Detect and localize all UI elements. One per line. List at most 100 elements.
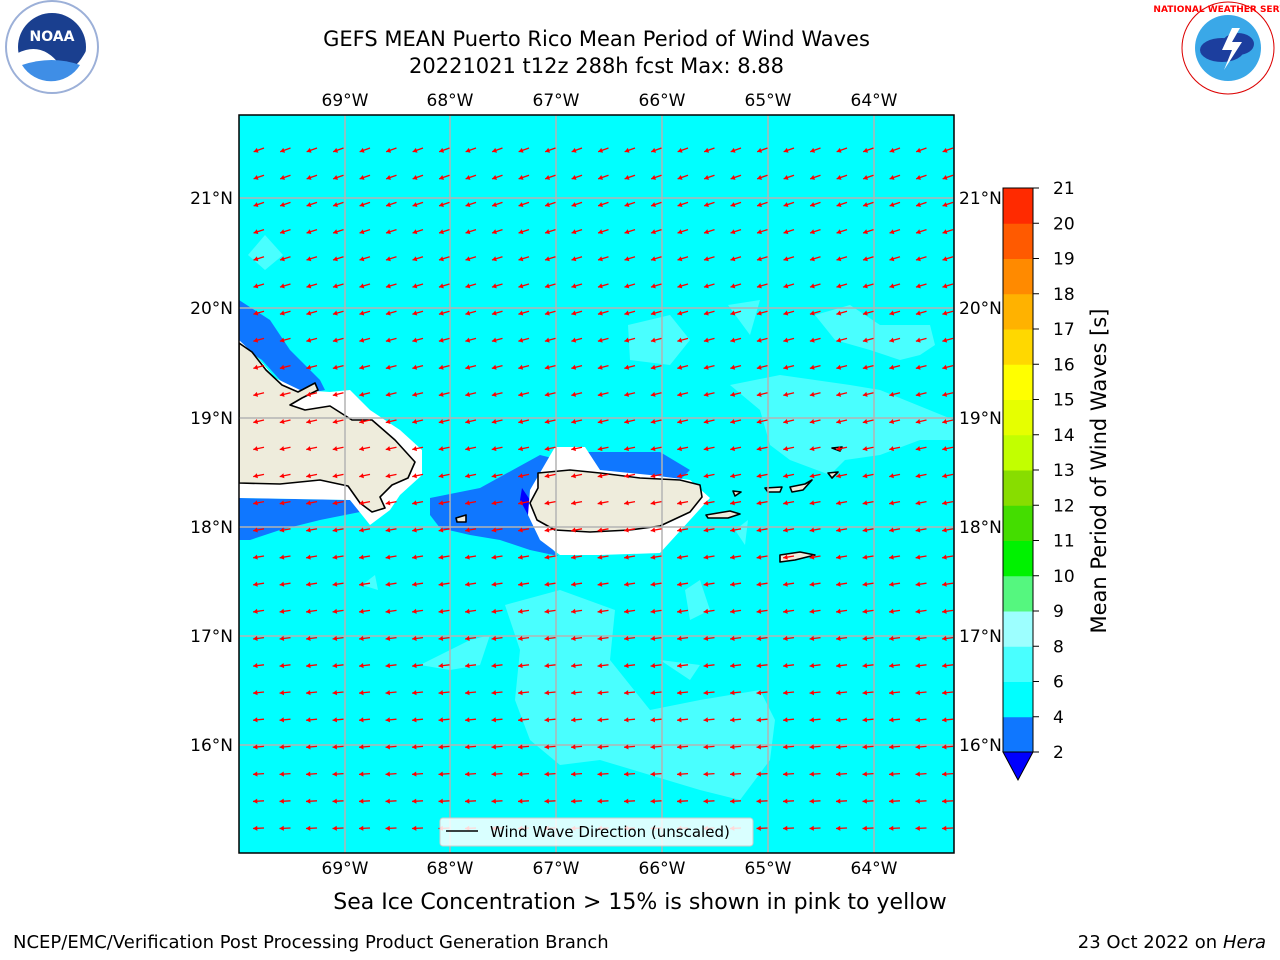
wind-wave-arrowhead xyxy=(942,500,947,506)
wind-wave-arrowhead xyxy=(359,663,364,669)
wind-wave-arrowhead xyxy=(253,771,258,777)
colorbar-tick-label: 8 xyxy=(1053,637,1064,657)
wind-wave-arrowhead xyxy=(597,418,603,425)
wind-wave-arrowhead xyxy=(650,717,656,723)
vieques xyxy=(705,510,741,519)
wind-wave-arrowhead xyxy=(942,581,947,587)
wind-wave-arrowhead xyxy=(279,554,285,560)
wind-wave-arrowhead xyxy=(518,364,524,370)
wind-wave-arrowhead xyxy=(862,581,868,587)
wind-wave-arrowhead xyxy=(809,554,815,560)
wind-wave-arrowhead xyxy=(810,229,815,235)
wind-wave-arrowhead xyxy=(677,310,683,316)
colorbar-segment xyxy=(1003,540,1033,577)
wind-wave-arrowhead xyxy=(332,256,338,262)
wind-wave-arrowhead xyxy=(916,229,921,235)
wind-wave-arrowhead xyxy=(597,364,603,370)
wind-wave-arrowhead xyxy=(915,500,921,506)
wind-wave-arrowhead xyxy=(598,202,603,207)
wind-wave-arrowhead xyxy=(333,229,338,235)
colorbar-tick-label: 9 xyxy=(1053,602,1064,622)
wind-wave-arrowhead xyxy=(889,418,895,425)
wind-wave-arrowhead xyxy=(677,798,682,804)
wind-wave-arrowhead xyxy=(624,527,629,533)
colorbar-segment xyxy=(1003,505,1033,541)
wind-wave-arrowhead xyxy=(916,202,921,207)
wind-wave-arrowhead xyxy=(438,310,444,316)
wind-wave-arrowhead xyxy=(438,527,444,533)
wind-wave-arrowhead xyxy=(332,690,338,696)
wind-wave-arrowhead xyxy=(889,717,894,723)
colorbar-tick-label: 17 xyxy=(1053,320,1075,340)
wind-wave-arrowhead xyxy=(757,174,763,180)
wind-wave-arrowhead xyxy=(385,364,391,370)
wind-wave-arrowhead xyxy=(253,473,258,479)
wind-wave-arrowhead xyxy=(465,364,471,370)
wind-wave-arrowhead xyxy=(704,147,710,153)
wind-wave-arrowhead xyxy=(571,256,577,262)
wind-wave-arrowhead xyxy=(359,771,364,777)
wind-wave-arrowhead xyxy=(756,798,761,804)
wind-wave-arrowhead xyxy=(385,663,391,669)
wind-wave-arrowhead xyxy=(491,337,497,343)
wind-wave-arrowhead xyxy=(836,256,842,262)
wind-wave-arrowhead xyxy=(942,771,947,777)
wind-wave-arrowhead xyxy=(306,174,312,180)
wind-wave-arrowhead xyxy=(518,337,524,343)
wind-wave-arrowhead xyxy=(730,229,736,235)
wind-wave-arrowhead xyxy=(809,391,815,397)
wind-wave-arrowhead xyxy=(942,283,948,289)
wind-wave-arrowhead xyxy=(677,337,683,343)
wind-wave-arrowhead xyxy=(332,527,338,533)
wind-wave-arrowhead xyxy=(809,581,815,587)
lat-label: 17°N xyxy=(959,627,1002,647)
wind-wave-arrowhead xyxy=(306,717,311,723)
wind-wave-arrowhead xyxy=(942,310,948,316)
wind-wave-arrowhead xyxy=(306,418,312,425)
wind-wave-arrowhead xyxy=(889,581,894,587)
wind-wave-arrowhead xyxy=(836,310,842,316)
puerto-rico xyxy=(529,469,703,533)
wind-wave-arrowhead xyxy=(359,337,365,343)
wind-wave-arrowhead xyxy=(730,608,735,614)
wind-wave-arrowhead xyxy=(359,825,364,831)
wind-wave-arrowhead xyxy=(597,256,603,262)
wind-wave-arrowhead xyxy=(703,310,709,316)
colorbar: 2 4 6 8 9 10 11 12 13 14 15 16 17 18 19 20 21 xyxy=(1002,179,1075,782)
colorbar-tick-label: 15 xyxy=(1053,391,1075,411)
wind-wave-arrowhead xyxy=(677,581,682,587)
wind-wave-arrowhead xyxy=(253,283,259,289)
wind-wave-arrowhead xyxy=(545,147,551,153)
wind-wave-arrowhead xyxy=(889,364,895,370)
wind-wave-arrowhead xyxy=(703,663,709,669)
wind-wave-arrowhead xyxy=(279,310,285,316)
wind-wave-arrowhead xyxy=(306,446,311,452)
wind-wave-arrowhead xyxy=(730,147,736,153)
wind-wave-arrowhead xyxy=(809,771,814,777)
wind-wave-arrowhead xyxy=(332,581,338,587)
wind-wave-arrowhead xyxy=(915,717,921,723)
wind-wave-arrowhead xyxy=(332,608,338,614)
wind-wave-arrowhead xyxy=(942,608,947,614)
wind-wave-arrowhead xyxy=(915,690,921,696)
wind-wave-arrowhead xyxy=(359,202,365,207)
colorbar-tick-label: 11 xyxy=(1053,532,1075,552)
wind-wave-arrowhead xyxy=(677,690,682,696)
wind-wave-arrowhead xyxy=(412,663,417,669)
wind-wave-arrowhead xyxy=(465,663,470,669)
wind-wave-arrowhead xyxy=(624,364,630,370)
wind-wave-arrowhead xyxy=(597,663,603,669)
wind-wave-arrowhead xyxy=(385,771,390,777)
wind-wave-arrowhead xyxy=(438,256,444,262)
wind-wave-arrowhead xyxy=(518,256,524,262)
wind-wave-arrowhead xyxy=(677,527,682,533)
wind-wave-arrowhead xyxy=(624,418,630,425)
wind-wave-arrowhead xyxy=(544,798,549,804)
wind-wave-arrowhead xyxy=(438,418,444,425)
wind-wave-arrowhead xyxy=(915,391,921,397)
wind-wave-arrowhead xyxy=(359,256,365,262)
wind-wave-arrowhead xyxy=(491,283,497,289)
mona-island xyxy=(455,514,467,523)
wind-wave-arrowhead xyxy=(942,527,947,533)
wind-wave-arrowhead xyxy=(518,473,523,479)
